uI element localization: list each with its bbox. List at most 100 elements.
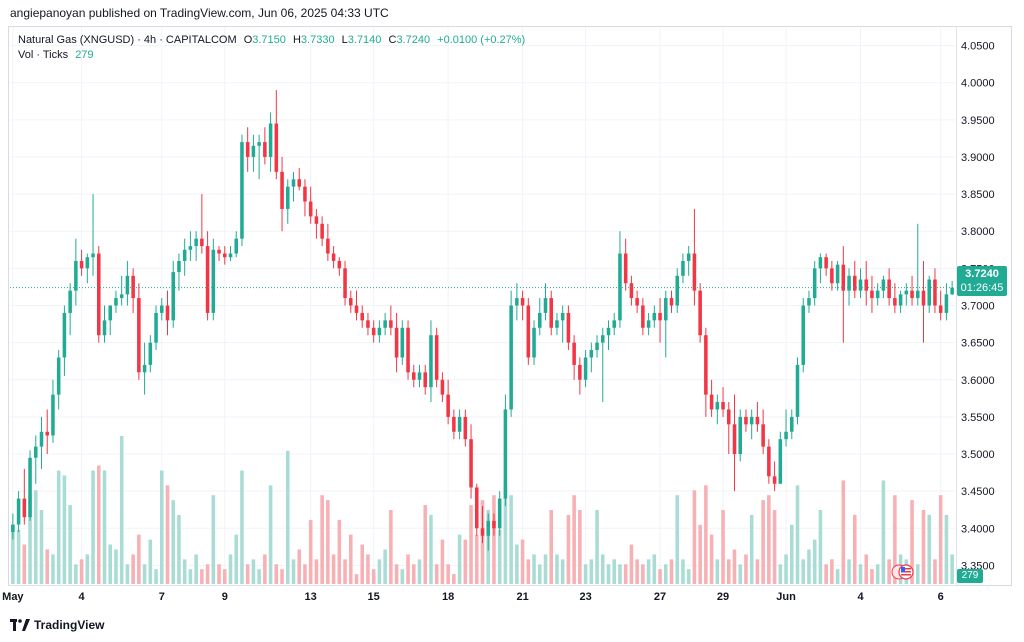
candle-body xyxy=(297,179,302,187)
volume-bar xyxy=(446,564,450,584)
time-tick-label: May xyxy=(2,591,24,603)
volume-bar xyxy=(497,529,502,584)
candle-body xyxy=(51,394,55,436)
volume-bar xyxy=(606,564,611,584)
volume-bar xyxy=(234,534,239,584)
volume-bar xyxy=(62,475,67,584)
open-label: O xyxy=(243,34,253,46)
candle-body xyxy=(360,312,365,321)
volume-bar xyxy=(623,564,628,584)
volume-bar xyxy=(343,559,347,584)
volume-bar xyxy=(222,569,227,584)
volume-bar xyxy=(658,569,662,584)
candle-body xyxy=(807,298,811,306)
price-tick-label: 3.8000 xyxy=(961,226,995,238)
candle-body xyxy=(933,279,937,306)
volume-bar xyxy=(182,559,187,584)
symbol-title[interactable]: Natural Gas (XNGUSD) · 4h · CAPITALCOM xyxy=(18,34,237,46)
candle-body xyxy=(549,298,554,328)
candle-body xyxy=(308,201,313,217)
volume-bar xyxy=(795,485,800,584)
volume-bar xyxy=(45,549,50,584)
candle-body xyxy=(927,279,932,306)
volume-bar xyxy=(812,539,817,584)
candle-body xyxy=(337,260,342,269)
candle-body xyxy=(566,312,571,343)
candle-body xyxy=(578,364,582,380)
time-tick-label: 23 xyxy=(579,591,591,603)
candle-body xyxy=(778,439,783,484)
volume-bar xyxy=(463,539,468,584)
candle-body xyxy=(663,298,668,321)
candle-body xyxy=(818,257,823,269)
candle-body xyxy=(738,416,743,455)
volume-bar xyxy=(211,495,216,584)
candle-body xyxy=(755,416,760,425)
candle-body xyxy=(744,416,748,425)
candle-body xyxy=(503,409,508,499)
candle-body xyxy=(492,520,496,529)
candle-body xyxy=(795,364,800,417)
volume-bar xyxy=(74,564,78,584)
volume-bar xyxy=(377,559,382,584)
volume-bar xyxy=(669,559,674,584)
candle-body xyxy=(698,290,702,336)
volume-bar xyxy=(560,559,565,584)
candle-body xyxy=(457,416,462,432)
volume-bar xyxy=(835,569,840,584)
volume-bar xyxy=(881,480,886,584)
volume-bar xyxy=(429,514,433,584)
candle-body xyxy=(234,238,239,254)
candle-body xyxy=(641,305,645,328)
candle-body xyxy=(274,123,279,172)
price-tick-label: 3.9500 xyxy=(961,115,995,127)
volume-bar xyxy=(824,564,828,584)
candle-body xyxy=(429,335,433,388)
candle-body xyxy=(394,327,399,358)
candle-body xyxy=(371,327,376,336)
close-value: 3.7240 xyxy=(396,34,431,46)
time-tick-label: 21 xyxy=(516,591,528,603)
volume-bar xyxy=(852,514,857,584)
candle-body xyxy=(915,290,920,299)
price-tick-label: 3.8500 xyxy=(961,189,995,201)
time-tick-label: 4 xyxy=(857,591,864,603)
candle-body xyxy=(79,260,84,269)
volume-bar xyxy=(875,564,880,584)
candle-body xyxy=(784,431,788,440)
footer-brand[interactable]: TradingView xyxy=(10,618,104,632)
volume-bar xyxy=(858,564,863,584)
candle-body xyxy=(595,342,599,351)
volume-bar xyxy=(337,519,342,584)
volume-bar xyxy=(600,554,605,584)
volume-bar xyxy=(767,495,771,584)
volume-bar xyxy=(778,564,783,584)
low-value: 3.7140 xyxy=(347,34,382,46)
candle-body xyxy=(423,372,428,388)
volume-bar xyxy=(726,559,731,584)
candle-body xyxy=(343,268,347,299)
volume-bar xyxy=(440,539,445,584)
volume-bar xyxy=(457,534,462,584)
candle-body xyxy=(280,171,284,209)
volume-bar xyxy=(807,549,811,584)
candle-body xyxy=(314,216,319,224)
economic-events-icon[interactable] xyxy=(891,563,915,581)
candle-body xyxy=(847,275,851,291)
candle-body xyxy=(440,379,445,395)
volume-bar xyxy=(33,490,38,584)
volume-bar xyxy=(291,559,296,584)
candle-body xyxy=(165,305,170,321)
volume-bar xyxy=(268,485,273,584)
candle-body xyxy=(91,253,95,258)
volume-bar xyxy=(950,554,954,584)
volume-bar xyxy=(509,495,513,584)
candle-body xyxy=(348,298,353,306)
candle-body xyxy=(331,253,336,261)
volume-bar xyxy=(389,510,393,584)
volume-indicator-label[interactable]: Vol · Ticks xyxy=(18,49,69,61)
volume-bar xyxy=(148,539,153,584)
volume-bar xyxy=(165,485,170,584)
volume-bar xyxy=(841,480,846,584)
